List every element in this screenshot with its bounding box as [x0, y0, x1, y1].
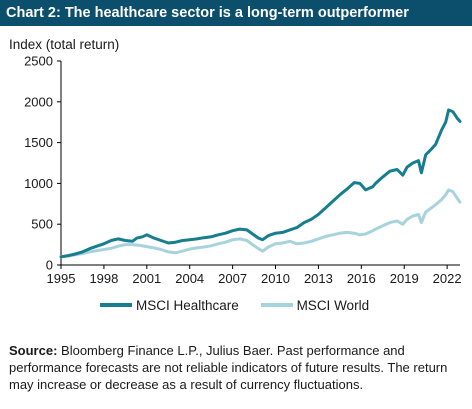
x-tick-label: 1998: [89, 271, 118, 286]
legend-swatch-world: [260, 303, 293, 307]
x-tick-label: 2010: [261, 271, 290, 286]
x-tick-label: 2007: [218, 271, 247, 286]
legend: MSCI Healthcare MSCI World: [100, 295, 387, 313]
x-tick-label: 1995: [47, 271, 76, 286]
y-tick-label: 500: [31, 217, 53, 232]
y-tick-label: 1500: [24, 135, 53, 150]
x-tick-label: 2013: [304, 271, 333, 286]
y-axis-label: Index (total return): [9, 37, 120, 52]
source-label: Source:: [9, 343, 58, 358]
y-tick-label: 2000: [24, 94, 53, 109]
title-bar: [0, 0, 472, 26]
legend-item-healthcare: MSCI Healthcare: [100, 298, 239, 313]
x-tick-label: 2019: [390, 271, 419, 286]
series-line-healthcare: [59, 108, 462, 259]
y-tick-label: 2500: [24, 54, 53, 69]
source-note: Source: Bloomberg Finance L.P., Julius B…: [9, 342, 464, 393]
y-tick-label: 1000: [24, 176, 53, 191]
source-text: Bloomberg Finance L.P., Julius Baer. Pas…: [9, 343, 448, 392]
legend-item-world: MSCI World: [260, 297, 370, 313]
y-tick-label: 0: [46, 258, 53, 273]
x-tick-label: 2001: [132, 271, 161, 286]
x-tick-label: 2016: [347, 271, 376, 286]
x-tick-label: 2022: [433, 271, 462, 286]
series-line-world: [59, 188, 462, 259]
legend-swatch-healthcare: [100, 303, 132, 307]
x-tick-label: 2004: [175, 271, 204, 286]
chart-title: Chart 2: The healthcare sector is a long…: [6, 5, 409, 21]
legend-label-world: MSCI World: [296, 297, 370, 313]
legend-label-healthcare: MSCI Healthcare: [136, 297, 239, 313]
